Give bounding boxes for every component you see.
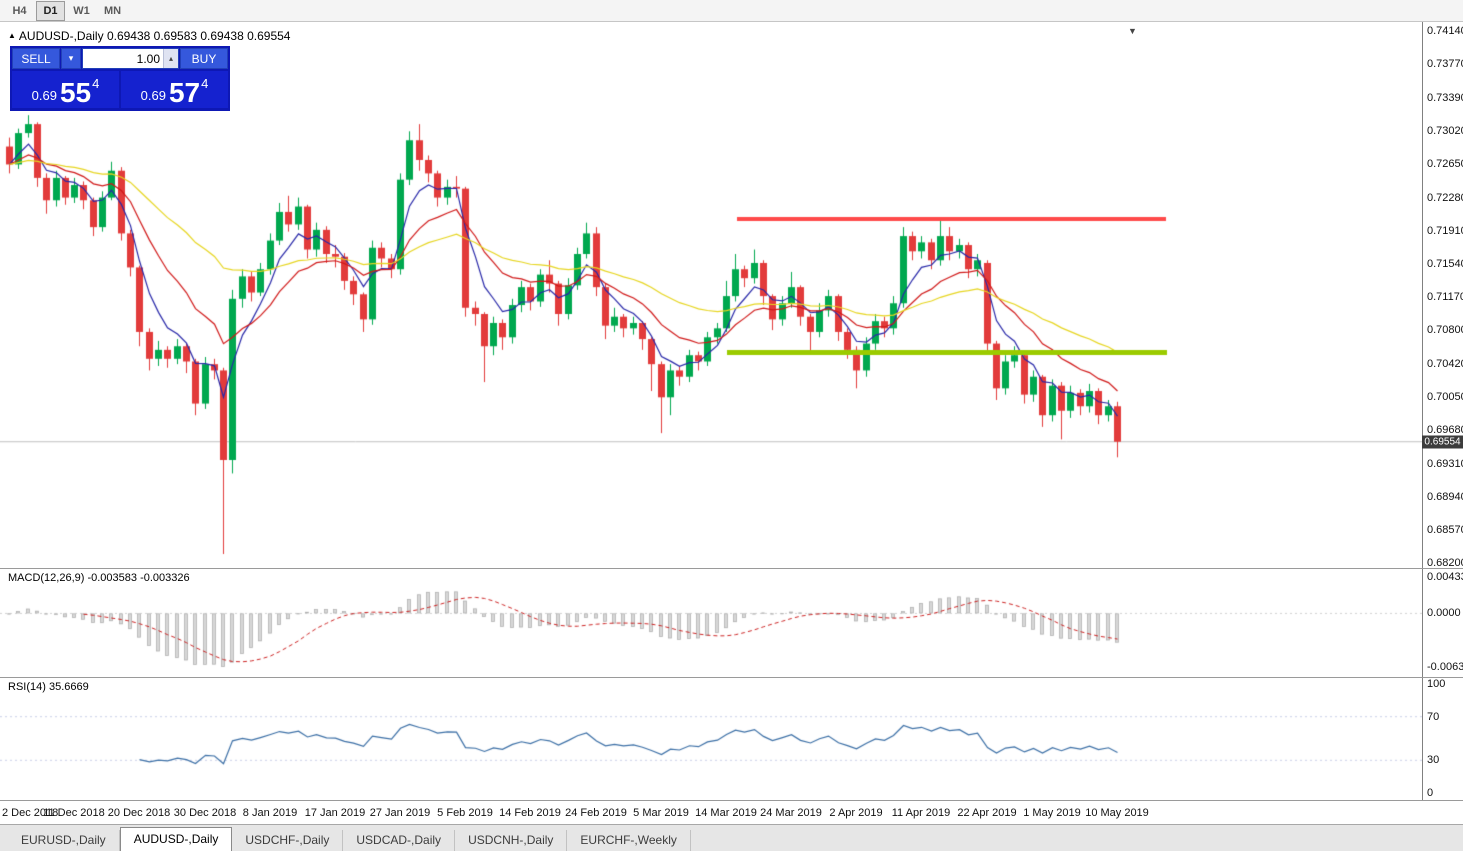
buy-price-display[interactable]: 0.69 57 4 <box>121 71 228 108</box>
rsi-axis-label: 70 <box>1427 710 1440 723</box>
price-axis-label: 0.69310 <box>1427 457 1463 470</box>
panel-separator[interactable] <box>0 677 1463 678</box>
volume-dropdown-button[interactable]: ▾ <box>61 48 81 69</box>
price-axis-label: 0.70800 <box>1427 324 1463 337</box>
macd-axis-label: 0.0000 <box>1427 607 1461 620</box>
period-button-d1[interactable]: D1 <box>36 0 65 21</box>
macd-indicator-label: MACD(12,26,9) -0.003583 -0.003326 <box>8 572 190 584</box>
rsi-axis-label: 100 <box>1427 678 1446 690</box>
date-axis-label: 10 May 2019 <box>1085 807 1149 819</box>
date-axis-label: 22 Apr 2019 <box>957 807 1017 819</box>
sell-price-display[interactable]: 0.69 55 4 <box>12 71 119 108</box>
sell-price-prefix: 0.69 <box>31 88 57 103</box>
chart-tab-usdcnh-daily[interactable]: USDCNH-,Daily <box>455 830 568 851</box>
price-axis-label: 0.68940 <box>1427 490 1463 503</box>
sell-button[interactable]: SELL <box>12 48 60 69</box>
price-axis-label: 0.71540 <box>1427 257 1463 270</box>
date-axis-label: 27 Jan 2019 <box>369 807 431 819</box>
date-axis-label: 8 Jan 2019 <box>242 807 298 819</box>
chart-title: ▲ AUDUSD-,Daily 0.69438 0.69583 0.69438 0… <box>8 29 290 43</box>
price-axis-label: 0.68570 <box>1427 523 1463 536</box>
price-axis-label: 0.70420 <box>1427 358 1463 371</box>
volume-input[interactable] <box>83 49 163 68</box>
rsi-axis-label: 30 <box>1427 754 1440 767</box>
period-button-w1[interactable]: W1 <box>73 4 90 17</box>
price-axis-label: 0.72650 <box>1427 158 1463 171</box>
date-axis-label: 20 Dec 2018 <box>107 807 171 819</box>
chart-tab-bar: EURUSD-,Daily AUDUSD-,Daily USDCHF-,Daily U… <box>0 824 1463 851</box>
chart-ohlc-values: 0.69438 0.69583 0.69438 0.69554 <box>106 29 291 43</box>
volume-field: ▴ <box>82 48 179 69</box>
date-axis-label: 11 Dec 2018 <box>43 807 105 819</box>
price-axis-label: 0.70050 <box>1427 391 1463 404</box>
panel-separator <box>0 800 1463 801</box>
one-click-trading-panel: SELL ▾ ▴ BUY 0.69 55 4 0.69 57 4 <box>10 46 230 111</box>
buy-price-prefix: 0.69 <box>140 88 166 103</box>
date-axis-label: 2 Dec 2018 <box>2 807 59 819</box>
price-axis-label: 0.74140 <box>1427 25 1463 37</box>
date-axis-label: 11 Apr 2019 <box>891 807 951 819</box>
price-axis-label: 0.69680 <box>1427 424 1463 437</box>
date-axis-label: 2 Apr 2019 <box>829 807 883 819</box>
volume-up-button[interactable]: ▴ <box>163 49 178 68</box>
timeframe-toolbar: H4 D1 W1 MN <box>0 0 1463 22</box>
chart-tab-usdcad-daily[interactable]: USDCAD-,Daily <box>343 830 456 851</box>
chart-tab-eurchf-weekly[interactable]: EURCHF-,Weekly <box>567 830 691 851</box>
chart-symbol-label: AUDUSD-,Daily <box>18 29 104 43</box>
sell-price-pip: 4 <box>92 76 100 91</box>
panel-separator[interactable] <box>0 568 1463 569</box>
buy-price-big: 57 <box>168 77 201 108</box>
date-axis-label: 17 Jan 2019 <box>304 807 366 819</box>
macd-axis-label: 0.004331 <box>1427 571 1463 583</box>
symbol-marker-icon: ▲ <box>8 31 16 40</box>
date-axis-label: 24 Feb 2019 <box>565 807 627 819</box>
price-axis: 0.74140 0.73770 0.73390 0.73020 0.72650 0.722… <box>1423 22 1463 801</box>
price-axis-label: 0.73020 <box>1427 125 1463 138</box>
price-axis-border <box>1422 22 1423 801</box>
current-price-badge: 0.69554 <box>1422 435 1463 449</box>
date-axis-label: 5 Mar 2019 <box>633 807 689 819</box>
chart-window: ▲ AUDUSD-,Daily 0.69438 0.69583 0.69438 0… <box>0 22 1463 824</box>
date-axis-label: 30 Dec 2018 <box>173 807 237 819</box>
buy-button[interactable]: BUY <box>180 48 228 69</box>
date-axis-label: 1 May 2019 <box>1023 807 1081 819</box>
macd-axis-label: -0.006373 <box>1427 661 1463 673</box>
sell-price-big: 55 <box>59 77 92 108</box>
price-axis-label: 0.71170 <box>1427 291 1463 303</box>
rsi-panel-canvas[interactable] <box>0 678 1422 801</box>
date-axis-label: 14 Feb 2019 <box>499 807 561 819</box>
date-axis-label: 14 Mar 2019 <box>695 807 757 819</box>
price-axis-label: 0.73390 <box>1427 92 1463 105</box>
price-axis-label: 0.72280 <box>1427 191 1463 204</box>
macd-panel-canvas[interactable] <box>0 569 1422 678</box>
chevron-down-icon: ▾ <box>68 53 74 63</box>
chart-tab-usdchf-daily[interactable]: USDCHF-,Daily <box>232 830 344 851</box>
date-axis-label: 5 Feb 2019 <box>437 807 493 819</box>
rsi-indicator-label: RSI(14) 35.6669 <box>8 681 89 693</box>
chart-tab-audusd-daily[interactable]: AUDUSD-,Daily <box>119 827 233 851</box>
chart-tab-eurusd-daily[interactable]: EURUSD-,Daily <box>8 830 120 851</box>
rsi-axis-label: 0 <box>1427 787 1434 799</box>
price-axis-label: 0.73770 <box>1427 58 1463 71</box>
date-axis-label: 24 Mar 2019 <box>760 807 822 819</box>
date-axis: 2 Dec 2018 11 Dec 2018 20 Dec 2018 30 Dec 2… <box>0 801 1422 824</box>
price-chart-canvas[interactable] <box>0 26 1422 569</box>
buy-price-pip: 4 <box>201 76 209 91</box>
price-axis-label: 0.71910 <box>1427 224 1463 237</box>
period-button-mn[interactable]: MN <box>103 4 122 17</box>
price-axis-label: 0.68200 <box>1427 557 1463 569</box>
period-button-h4[interactable]: H4 <box>12 4 27 17</box>
chart-shift-marker-icon[interactable]: ▼ <box>1128 26 1137 36</box>
chevron-up-icon: ▴ <box>168 54 173 63</box>
